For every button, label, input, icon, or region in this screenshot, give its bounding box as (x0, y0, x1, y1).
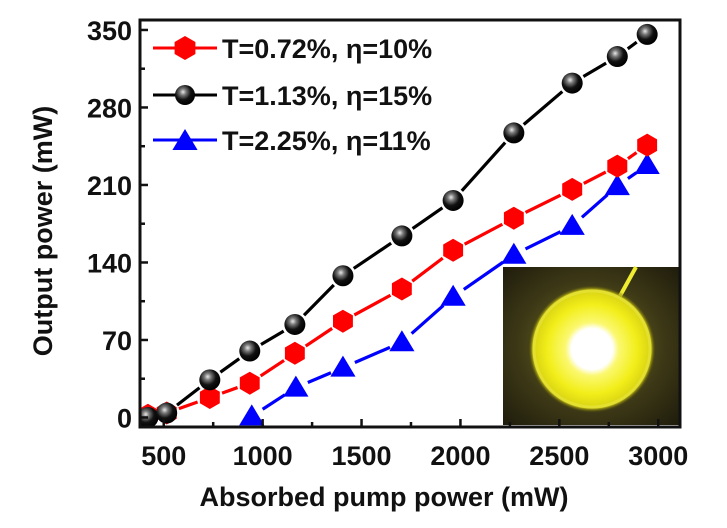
y-tick-label: 210 (87, 171, 132, 201)
series-0-point (562, 177, 583, 201)
series-1-segment (219, 357, 241, 374)
series-0-point (391, 277, 412, 301)
series-1-segment (522, 90, 564, 126)
series-2-point (559, 213, 585, 235)
series-0-point (333, 309, 353, 333)
series-1-segment (176, 386, 201, 407)
y-axis-title: Output power (mW) (28, 106, 58, 356)
y-tick-label: 70 (102, 326, 132, 356)
x-tick-label: 500 (141, 441, 186, 471)
series-1-point (140, 406, 159, 427)
series-0-point (239, 371, 260, 395)
series-1-segment (582, 61, 607, 78)
legend-marker-2 (172, 129, 198, 150)
series-1-point (503, 122, 525, 144)
series-1-point (391, 225, 413, 247)
series-2-segment (354, 345, 391, 364)
series-1-point (636, 23, 658, 45)
series-1-point (284, 313, 306, 335)
x-tick-label: 2500 (529, 441, 589, 471)
x-tick-label: 1500 (331, 441, 391, 471)
x-tick-label: 3000 (628, 441, 688, 471)
series-0-segment (304, 327, 334, 348)
series-2-point (239, 404, 265, 426)
series-1-segment (626, 40, 638, 51)
inset-photo (503, 266, 679, 425)
legend-marker-0 (174, 36, 196, 60)
series-0-segment (583, 170, 607, 185)
series-0-segment (463, 222, 504, 246)
legend-label-1: T=1.13%, η=15% (222, 81, 432, 111)
series-1 (140, 23, 658, 427)
series-0-point (199, 386, 220, 409)
series-2-point (330, 355, 356, 377)
axis-layer: 500 1000 1500 2000 2500 3000 0 70 140 210 280 350 (87, 16, 688, 471)
series-2-point (440, 284, 466, 306)
legend-label-2: T=2.25%, η=11% (222, 126, 431, 156)
series-0-segment (178, 400, 199, 411)
series-0-point (637, 133, 658, 157)
y-tick-label: 350 (87, 16, 132, 46)
x-tick-label: 1000 (233, 441, 293, 471)
legend-item-0: T=0.72%, η=10% (153, 34, 432, 64)
legend-item-2: T=2.25%, η=11% (153, 126, 431, 156)
series-2-point (389, 330, 415, 352)
legend: T=0.72%, η=10% T=1.13%, η=15% T=2.25%, η… (153, 34, 432, 156)
series-0-point (443, 238, 464, 262)
series-1-point (442, 189, 464, 211)
series-1-segment (460, 141, 507, 192)
series-1-segment (302, 283, 335, 317)
series-1-point (239, 340, 261, 362)
series-2 (239, 153, 660, 426)
legend-marker-1 (175, 85, 195, 105)
legend-label-0: T=0.72%, η=10% (222, 34, 432, 64)
series-1-point (199, 369, 221, 391)
series-1-segment (260, 329, 285, 346)
y-tick-label: 280 (87, 93, 132, 123)
series-2-segment (524, 230, 562, 251)
series-0-segment (353, 293, 392, 317)
series-1-point (561, 72, 583, 94)
legend-item-1: T=1.13%, η=15% (153, 81, 432, 111)
series-2-point (604, 174, 630, 196)
series-2-segment (580, 193, 609, 219)
series-1-point (606, 46, 628, 68)
series-2-segment (462, 260, 505, 291)
y-tick-label: 0 (117, 403, 132, 433)
series-0-point (284, 341, 305, 365)
x-axis-title: Absorbed pump power (mW) (200, 482, 569, 512)
series-0-segment (411, 256, 444, 283)
series-2-point (501, 242, 527, 264)
series-2-point (634, 153, 660, 175)
series-2-segment (261, 393, 286, 411)
series-2-point (283, 375, 309, 397)
series-0-point (503, 206, 524, 230)
series-2-segment (410, 304, 445, 335)
series-0-point (607, 154, 628, 178)
x-tick-label: 2000 (430, 441, 490, 471)
series-1-point (156, 402, 178, 424)
series-layer (140, 23, 660, 427)
series-1-segment (411, 206, 444, 230)
series-0-segment (259, 359, 285, 378)
y-tick-label: 140 (87, 248, 132, 278)
series-0-segment (221, 386, 239, 395)
series-0-segment (524, 193, 562, 214)
series-1-segment (352, 241, 393, 270)
series-2-segment (307, 371, 332, 384)
series-0-segment (627, 151, 638, 160)
series-1-point (332, 265, 354, 287)
